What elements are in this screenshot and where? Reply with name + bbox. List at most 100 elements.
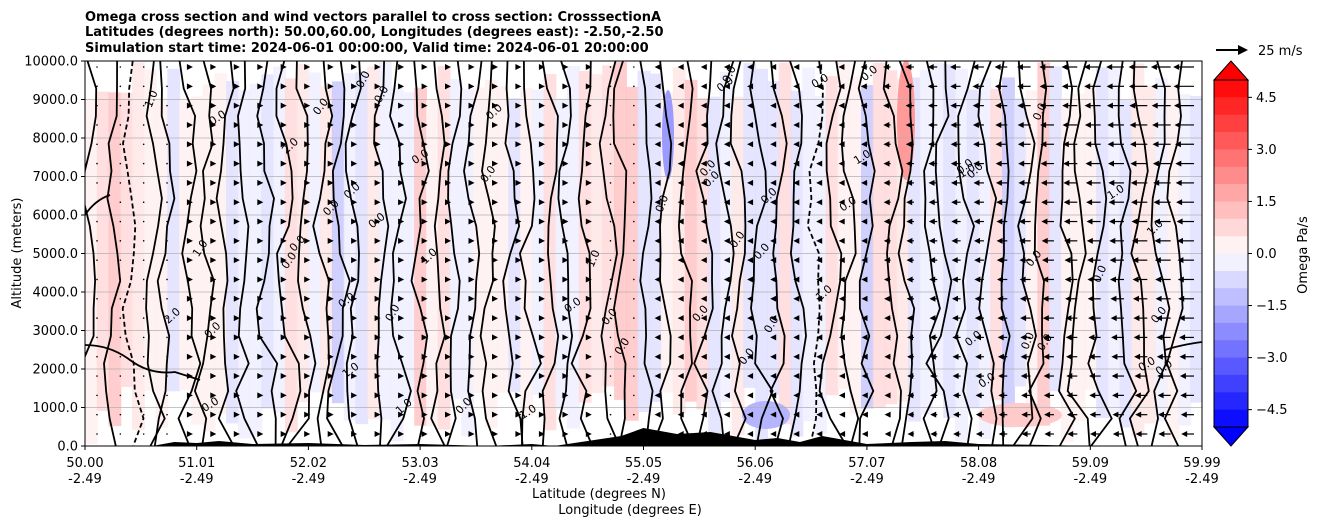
wind-vector bbox=[1155, 295, 1171, 302]
wind-vector bbox=[816, 64, 823, 70]
wind-vector bbox=[723, 179, 730, 186]
wind-vector bbox=[770, 199, 777, 206]
plot-area: 0.00.00.00.00.00.02.00.00.00.00.00.01.0-… bbox=[85, 61, 1202, 446]
wind-vector bbox=[257, 353, 264, 360]
wind-vector bbox=[654, 237, 661, 244]
wind-vector bbox=[747, 64, 754, 70]
wind-vector bbox=[654, 373, 661, 380]
wind-vector bbox=[838, 295, 845, 302]
wind-vector bbox=[1087, 295, 1101, 302]
contour-line bbox=[85, 61, 98, 359]
wind-vector bbox=[166, 433, 168, 435]
wind-vector bbox=[838, 121, 845, 128]
wind-vector bbox=[304, 353, 311, 360]
wind-vector bbox=[374, 218, 381, 225]
wind-vector bbox=[700, 102, 707, 109]
wind-vector bbox=[186, 373, 193, 380]
wind-vector bbox=[304, 334, 311, 341]
wind-vector bbox=[1021, 392, 1031, 399]
wind-vector bbox=[861, 392, 868, 399]
wind-vector bbox=[515, 160, 522, 167]
wind-vector bbox=[1176, 218, 1194, 225]
gridlines bbox=[85, 61, 1202, 446]
wind-vector bbox=[1061, 83, 1078, 90]
omega-band bbox=[872, 63, 886, 408]
wind-vector bbox=[186, 64, 193, 70]
wind-vector bbox=[186, 392, 193, 399]
wind-vector bbox=[119, 162, 122, 165]
wind-vector bbox=[700, 373, 707, 380]
colorbar-tick-label: 4.5 bbox=[1256, 91, 1277, 106]
wind-vector bbox=[374, 83, 381, 90]
wind-vector bbox=[770, 141, 777, 148]
wind-vector bbox=[1157, 373, 1171, 380]
wind-vector bbox=[351, 353, 358, 360]
wind-vector bbox=[257, 431, 264, 437]
wind-vector bbox=[995, 179, 1008, 186]
wind-vector bbox=[677, 257, 684, 264]
wind-vector bbox=[280, 411, 287, 418]
wind-vector bbox=[1084, 102, 1101, 109]
wind-vector bbox=[793, 257, 800, 264]
wind-vector bbox=[210, 121, 217, 128]
wind-vector bbox=[257, 141, 264, 148]
wind-vector bbox=[257, 179, 264, 186]
wind-vector bbox=[585, 218, 592, 225]
wind-vector bbox=[468, 334, 475, 341]
wind-vector bbox=[210, 179, 217, 186]
wind-vector bbox=[770, 257, 777, 264]
wind-vector bbox=[304, 83, 311, 90]
wind-vector bbox=[633, 220, 635, 223]
wind-vector bbox=[654, 295, 661, 302]
wind-vector bbox=[700, 199, 707, 206]
wind-vector bbox=[468, 295, 475, 302]
wind-vector bbox=[492, 199, 498, 206]
wind-vector bbox=[1018, 160, 1031, 167]
wind-vector bbox=[677, 83, 684, 90]
wind-vector bbox=[445, 179, 451, 186]
wind-vector bbox=[1020, 334, 1031, 341]
wind-vector bbox=[994, 64, 1008, 70]
wind-vector bbox=[304, 199, 311, 206]
wind-vector bbox=[907, 431, 914, 437]
wind-vector bbox=[1083, 64, 1101, 70]
wind-vector bbox=[816, 83, 823, 90]
omega-band bbox=[426, 100, 439, 427]
wind-vector bbox=[304, 392, 311, 399]
wind-vector bbox=[838, 141, 845, 148]
wind-vector bbox=[186, 83, 193, 90]
wind-vector bbox=[1063, 160, 1078, 167]
wind-vector bbox=[186, 199, 193, 206]
wind-vector bbox=[492, 83, 498, 90]
wind-vector bbox=[515, 431, 522, 437]
wind-vector bbox=[280, 276, 287, 283]
x-tick-latitude: 50.00 bbox=[66, 456, 103, 471]
wind-vector bbox=[860, 64, 868, 70]
wind-vector bbox=[1019, 276, 1031, 283]
wind-vector bbox=[905, 121, 914, 128]
wind-vector bbox=[793, 218, 800, 225]
wind-vector bbox=[421, 237, 428, 244]
wind-vector bbox=[1152, 121, 1171, 128]
wind-vector bbox=[233, 141, 240, 148]
wind-vector bbox=[351, 373, 358, 380]
wind-vector bbox=[186, 257, 193, 264]
wind-vector bbox=[210, 431, 217, 437]
wind-vector bbox=[515, 199, 522, 206]
wind-vector bbox=[374, 102, 381, 109]
wind-vector bbox=[1151, 83, 1171, 90]
wind-vector bbox=[884, 315, 891, 322]
x-tick-latitude: 59.99 bbox=[1183, 456, 1220, 471]
wind-vector bbox=[770, 411, 777, 418]
wind-vector bbox=[351, 141, 358, 148]
wind-vector bbox=[538, 102, 545, 109]
x-tick-latitude: 52.02 bbox=[290, 456, 327, 471]
wind-vector bbox=[142, 259, 145, 261]
wind-vector bbox=[166, 297, 168, 300]
wind-vector bbox=[770, 315, 777, 322]
wind-vector bbox=[186, 141, 193, 148]
y-tick-label: 10000.0 bbox=[24, 55, 78, 70]
wind-vector bbox=[654, 64, 661, 70]
wind-vector bbox=[654, 121, 661, 128]
wind-vector bbox=[633, 278, 635, 281]
